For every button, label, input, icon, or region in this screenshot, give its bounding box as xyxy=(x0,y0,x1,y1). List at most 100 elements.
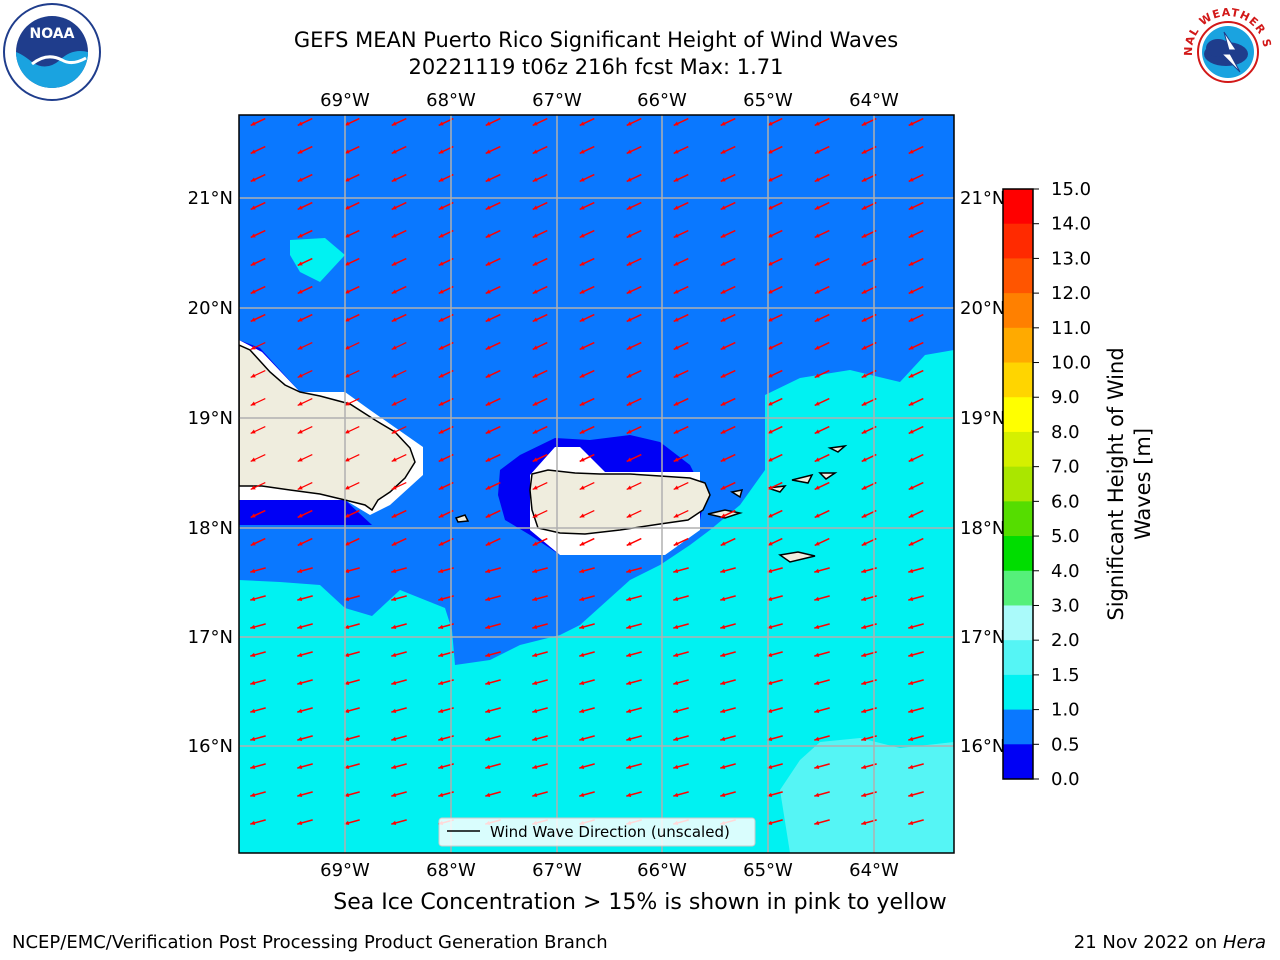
lat-label: 20°N xyxy=(188,298,233,319)
wind-wave-arrow-head xyxy=(579,177,585,182)
wave-band-1-1p5 xyxy=(239,350,954,853)
wind-wave-arrow-head xyxy=(861,541,867,546)
lon-label: 69°W xyxy=(320,90,370,111)
wind-wave-arrow-head xyxy=(767,289,773,294)
wind-wave-arrow-head xyxy=(673,457,679,462)
wind-wave-arrow-head xyxy=(344,149,350,154)
wind-wave-arrow-head xyxy=(250,513,256,518)
wind-wave-arrow-head xyxy=(297,736,303,741)
wind-wave-arrow-head xyxy=(626,708,632,713)
wind-wave-arrow-head xyxy=(532,429,538,434)
wind-wave-arrow-head xyxy=(485,457,491,462)
wind-wave-arrow-head xyxy=(861,485,867,490)
wind-wave-arrow-head xyxy=(532,149,538,154)
noaa-logo-text: NOAA xyxy=(30,26,75,42)
wind-wave-arrow-head xyxy=(720,373,726,378)
noaa-logo: NOAA xyxy=(3,3,101,101)
wind-wave-arrow-head xyxy=(720,457,726,462)
lat-labels-left: 21°N 20°N 19°N 18°N 17°N 16°N xyxy=(188,188,233,757)
wind-wave-arrow-head xyxy=(391,513,397,518)
wind-wave-arrow-head xyxy=(814,708,820,713)
wind-wave-arrow-head xyxy=(532,708,538,713)
colorbar-segment xyxy=(1003,223,1033,259)
colorbar-tick-label: 8.0 xyxy=(1051,422,1080,443)
wind-wave-arrow-head xyxy=(391,261,397,266)
wind-wave-arrow-head xyxy=(532,177,538,182)
wind-wave-arrow-head xyxy=(297,373,303,378)
wind-wave-arrow-head xyxy=(579,457,585,462)
wind-wave-arrow-head xyxy=(579,485,585,490)
wind-wave-arrow-head xyxy=(814,736,820,741)
wind-wave-arrow-head xyxy=(720,736,726,741)
wind-wave-arrow-head xyxy=(438,596,444,601)
lon-label: 67°W xyxy=(532,90,582,111)
wind-wave-arrow-head xyxy=(297,680,303,685)
wind-wave-arrow-head xyxy=(626,429,632,434)
wind-wave-arrow-head xyxy=(861,373,867,378)
wind-wave-arrow-head xyxy=(391,820,397,825)
wind-wave-arrow-head xyxy=(438,345,444,350)
wind-wave-arrow-head xyxy=(579,289,585,294)
wind-wave-arrow-head xyxy=(344,345,350,350)
wind-wave-arrow-head xyxy=(626,233,632,238)
land-mona xyxy=(454,514,470,523)
graticule xyxy=(239,115,954,853)
wind-wave-arrow-head xyxy=(814,457,820,462)
colorbar-tick-label: 1.0 xyxy=(1051,700,1080,721)
wind-wave-arrow-head xyxy=(579,401,585,406)
wind-wave-arrow-head xyxy=(861,820,867,825)
wind-wave-arrow-head xyxy=(344,513,350,518)
wind-wave-arrow-head xyxy=(673,680,679,685)
wind-wave-arrow-head xyxy=(673,345,679,350)
wind-wave-arrow-head xyxy=(391,485,397,490)
wind-wave-arrow-head xyxy=(908,289,914,294)
wind-wave-arrow-head xyxy=(438,149,444,154)
lat-labels-right: 21°N 20°N 19°N 18°N 17°N 16°N xyxy=(960,188,1005,757)
wind-wave-arrow-head xyxy=(485,205,491,210)
wave-band-1p5-2 xyxy=(780,738,954,853)
wind-wave-arrow-head xyxy=(532,345,538,350)
colorbar-tick-label: 15.0 xyxy=(1051,179,1091,200)
wind-wave-arrow-head xyxy=(485,233,491,238)
wind-wave-arrow-head xyxy=(814,121,820,126)
wind-wave-arrow-head xyxy=(579,708,585,713)
wind-wave-arrow-head xyxy=(908,177,914,182)
lon-labels-top: 69°W 68°W 67°W 66°W 65°W 64°W xyxy=(320,90,899,111)
wind-wave-arrow-head xyxy=(720,121,726,126)
wind-wave-arrow-head xyxy=(673,792,679,797)
wind-wave-arrow-head xyxy=(485,373,491,378)
colorbar-tick-label: 14.0 xyxy=(1051,214,1091,235)
wind-wave-arrow-head xyxy=(767,233,773,238)
wind-wave-arrow-head xyxy=(532,680,538,685)
colorbar-segment xyxy=(1003,605,1033,641)
wind-wave-arrow-head xyxy=(908,317,914,322)
wind-wave-arrow-head xyxy=(297,233,303,238)
lon-label: 65°W xyxy=(743,90,793,111)
wind-wave-arrow-head xyxy=(908,541,914,546)
wind-wave-arrow-head xyxy=(861,708,867,713)
wind-wave-arrow-head xyxy=(626,764,632,769)
wind-wave-arrow-head xyxy=(579,764,585,769)
wind-wave-arrow-head xyxy=(626,736,632,741)
wind-wave-arrow-head xyxy=(344,121,350,126)
wind-wave-arrow-head xyxy=(532,289,538,294)
colorbar-tick-label: 12.0 xyxy=(1051,283,1091,304)
land-virgin-islands xyxy=(767,444,848,493)
wind-wave-arrow-head xyxy=(485,261,491,266)
wind-wave-arrow-head xyxy=(438,680,444,685)
colorbar-tick-label: 5.0 xyxy=(1051,526,1080,547)
wind-wave-arrow-head xyxy=(626,345,632,350)
wind-wave-arrow-head xyxy=(720,541,726,546)
wind-wave-arrow-head xyxy=(485,149,491,154)
wind-wave-arrow-head xyxy=(908,708,914,713)
colorbar-tick-label: 10.0 xyxy=(1051,353,1091,374)
colorbar-segment xyxy=(1003,327,1033,364)
colorbar-label-line1: Significant Height of Wind xyxy=(1104,347,1128,620)
wind-wave-arrow-head xyxy=(485,121,491,126)
wind-wave-arrow-head xyxy=(250,261,256,266)
wind-wave-arrow-head xyxy=(391,708,397,713)
wind-wave-arrow-head xyxy=(908,121,914,126)
wind-wave-arrow-head xyxy=(297,177,303,182)
colorbar-segment xyxy=(1003,362,1033,398)
wind-wave-arrow-head xyxy=(908,764,914,769)
